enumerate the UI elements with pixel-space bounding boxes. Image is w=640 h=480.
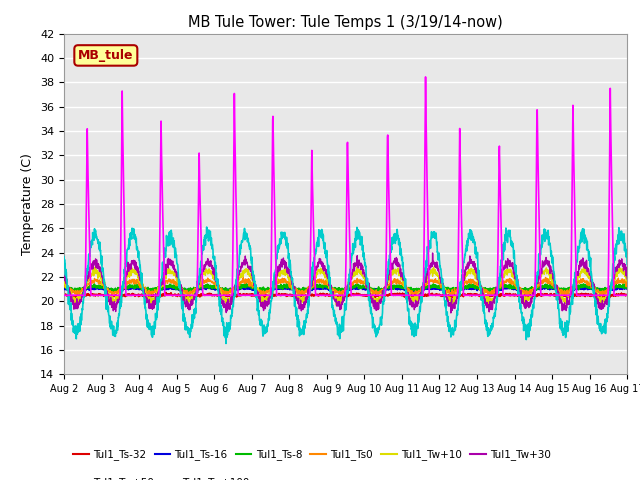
Tul1_Tw+30 [429,250,436,256]
Tul1_Ts-8 [623,285,631,290]
Tul1_Ts-16 [374,287,382,293]
Tul1_Tw+100 [374,292,382,298]
Tul1_Ts-16 [218,288,225,293]
Tul1_Ts-8 [217,286,225,291]
Tul1_Tw+30 [510,267,518,273]
Line: Tul1_Tw+30: Tul1_Tw+30 [64,253,627,313]
Tul1_Ts-32 [510,292,518,298]
Tul1_Ts-32 [623,292,631,298]
Tul1_Tw+50 [203,224,211,230]
Tul1_Ts0 [623,278,631,284]
Tul1_Ts-8 [589,286,597,291]
Tul1_Ts-16 [436,284,444,289]
Tul1_Tw+10 [333,302,340,308]
Tul1_Tw+10 [580,264,588,270]
Title: MB Tule Tower: Tule Temps 1 (3/19/14-now): MB Tule Tower: Tule Temps 1 (3/19/14-now… [188,15,503,30]
Tul1_Tw+10 [509,275,517,281]
Tul1_Ts-32 [162,289,170,295]
Tul1_Tw+50 [623,262,631,267]
Tul1_Tw+50 [589,290,597,296]
Line: Tul1_Ts-16: Tul1_Ts-16 [64,287,627,292]
Tul1_Tw+100 [362,292,370,298]
Tul1_Tw+10 [374,298,382,303]
Tul1_Ts-32 [374,293,382,299]
Tul1_Tw+10 [60,275,68,281]
Tul1_Tw+50 [60,254,68,260]
Tul1_Ts0 [589,285,597,291]
Tul1_Tw+30 [217,296,225,301]
Tul1_Ts-32 [478,295,486,300]
Tul1_Ts0 [184,294,192,300]
Tul1_Tw+30 [60,274,68,279]
Tul1_Tw+100 [509,292,517,298]
Tul1_Ts0 [541,275,549,280]
Line: Tul1_Tw+50: Tul1_Tw+50 [64,227,627,344]
Tul1_Tw+30 [374,307,382,312]
Tul1_Ts-8 [574,283,582,289]
Tul1_Ts-32 [218,292,225,298]
Tul1_Ts-32 [362,293,370,299]
Tul1_Tw+10 [574,277,582,283]
Tul1_Ts-32 [60,292,68,298]
Tul1_Tw+30 [574,273,582,278]
Tul1_Tw+100 [574,292,582,298]
Tul1_Ts0 [509,281,517,287]
Tul1_Ts-8 [374,286,382,292]
Tul1_Tw+30 [589,285,597,290]
Tul1_Tw+100 [60,292,68,298]
Tul1_Ts0 [362,285,370,290]
Tul1_Tw+50 [510,255,518,261]
Tul1_Tw+50 [218,309,225,314]
Line: Tul1_Tw+100: Tul1_Tw+100 [64,77,627,295]
Tul1_Ts-8 [60,283,68,289]
Tul1_Ts0 [374,289,382,295]
Tul1_Ts-8 [243,281,250,287]
Tul1_Ts0 [218,288,225,293]
Text: MB_tule: MB_tule [78,49,134,62]
Tul1_Tw+10 [362,282,370,288]
Tul1_Tw+50 [362,278,370,284]
Tul1_Tw+50 [375,324,383,330]
Tul1_Ts-32 [589,293,597,299]
Tul1_Tw+100 [217,292,225,298]
Tul1_Ts-8 [526,290,534,296]
Tul1_Ts0 [574,280,582,286]
Tul1_Ts-16 [362,286,370,292]
Tul1_Tw+30 [623,276,631,282]
Tul1_Ts-16 [510,287,518,292]
Tul1_Ts-32 [574,291,582,297]
Tul1_Tw+10 [623,274,631,280]
Tul1_Ts-16 [60,286,68,291]
Tul1_Tw+10 [217,289,225,295]
Tul1_Tw+100 [589,292,597,298]
Tul1_Tw+50 [222,341,230,347]
Tul1_Tw+100 [623,292,631,298]
Tul1_Ts-16 [589,287,597,293]
Tul1_Tw+100 [422,74,429,80]
Line: Tul1_Ts-8: Tul1_Ts-8 [64,284,627,293]
Line: Tul1_Ts-32: Tul1_Ts-32 [64,292,627,298]
Tul1_Ts-16 [623,285,631,290]
Tul1_Tw+30 [362,277,370,283]
Line: Tul1_Ts0: Tul1_Ts0 [64,277,627,297]
Tul1_Ts-8 [509,285,517,291]
Tul1_Ts-16 [109,289,116,295]
Tul1_Tw+50 [574,243,582,249]
Legend: Tul1_Tw+50, Tul1_Tw+100: Tul1_Tw+50, Tul1_Tw+100 [69,473,253,480]
Line: Tul1_Tw+10: Tul1_Tw+10 [64,267,627,305]
Tul1_Tw+10 [589,286,597,291]
Tul1_Ts0 [60,282,68,288]
Tul1_Ts-16 [574,287,582,292]
Tul1_Tw+30 [447,310,454,316]
Y-axis label: Temperature (C): Temperature (C) [22,153,35,255]
Tul1_Ts-8 [362,285,370,291]
